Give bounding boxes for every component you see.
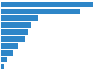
Bar bbox=[1, 50, 12, 56]
Bar bbox=[1, 22, 31, 28]
Bar bbox=[1, 15, 38, 21]
Bar bbox=[1, 2, 93, 7]
Bar bbox=[1, 36, 26, 42]
Bar bbox=[1, 57, 7, 62]
Bar bbox=[1, 29, 28, 35]
Bar bbox=[1, 43, 18, 49]
Bar bbox=[1, 9, 80, 14]
Bar bbox=[1, 64, 4, 69]
